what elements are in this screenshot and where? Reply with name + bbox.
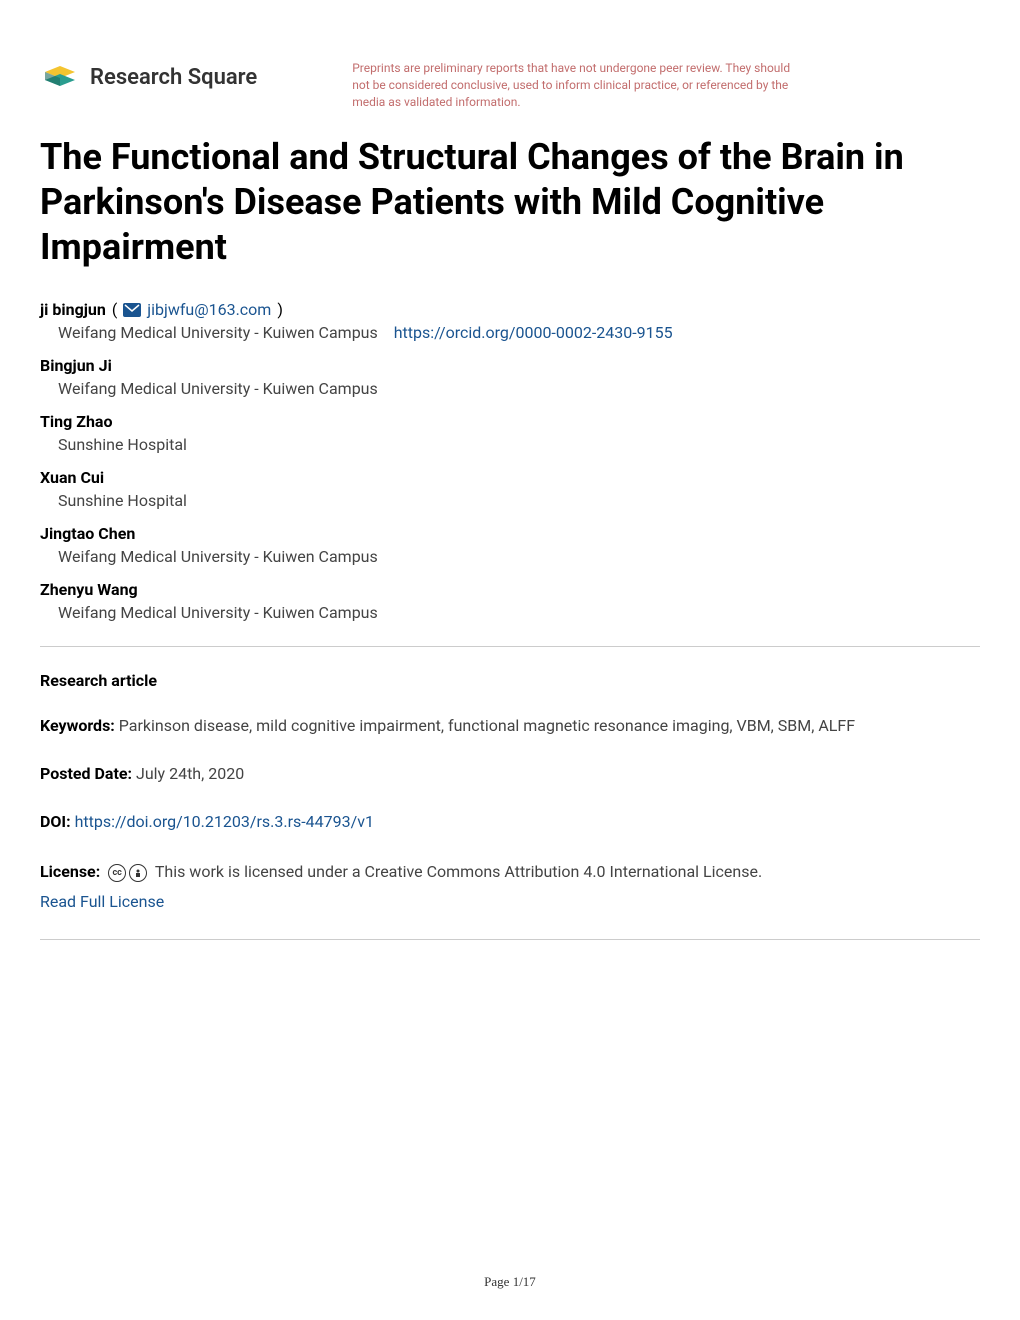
page-header: Research Square Preprints are preliminar… xyxy=(40,60,980,110)
author-block: Jingtao Chen Weifang Medical University … xyxy=(40,524,980,566)
research-square-logo-icon xyxy=(40,60,80,95)
author-name: ji bingjun ( jibjwfu@163.com ) xyxy=(40,300,980,319)
author-name: Zhenyu Wang xyxy=(40,580,980,599)
author-affiliation: Weifang Medical University - Kuiwen Camp… xyxy=(58,323,980,342)
doi-label: DOI: xyxy=(40,812,71,831)
author-affiliation: Weifang Medical University - Kuiwen Camp… xyxy=(58,547,980,566)
article-type: Research article xyxy=(40,671,980,690)
author-name: Ting Zhao xyxy=(40,412,980,431)
cc-icon: cc xyxy=(108,864,126,882)
author-block: Ting Zhao Sunshine Hospital xyxy=(40,412,980,454)
author-name: Jingtao Chen xyxy=(40,524,980,543)
article-title: The Functional and Structural Changes of… xyxy=(40,135,980,270)
author-name: Xuan Cui xyxy=(40,468,980,487)
posted-date-label: Posted Date: xyxy=(40,764,132,783)
cc-license-icons: cc xyxy=(108,864,147,882)
page-number: Page 1/17 xyxy=(484,1274,536,1290)
license-label: License: xyxy=(40,862,100,881)
email-icon xyxy=(123,303,141,317)
author-affiliation: Sunshine Hospital xyxy=(58,435,980,454)
doi-link[interactable]: https://doi.org/10.21203/rs.3.rs-44793/v… xyxy=(75,812,374,831)
author-block: Xuan Cui Sunshine Hospital xyxy=(40,468,980,510)
read-license-link[interactable]: Read Full License xyxy=(40,888,980,915)
corresponding-email-link[interactable]: jibjwfu@163.com xyxy=(147,300,271,319)
author-block: Bingjun Ji Weifang Medical University - … xyxy=(40,356,980,398)
preprint-disclaimer: Preprints are preliminary reports that h… xyxy=(352,60,792,110)
logo-section: Research Square xyxy=(40,60,257,95)
keywords-row: Keywords: Parkinson disease, mild cognit… xyxy=(40,714,980,738)
author-affiliation: Weifang Medical University - Kuiwen Camp… xyxy=(58,603,980,622)
keywords-label: Keywords: xyxy=(40,716,115,735)
posted-date-value: July 24th, 2020 xyxy=(136,764,244,783)
author-affiliation: Weifang Medical University - Kuiwen Camp… xyxy=(58,379,980,398)
doi-row: DOI: https://doi.org/10.21203/rs.3.rs-44… xyxy=(40,810,980,834)
orcid-link[interactable]: https://orcid.org/0000-0002-2430-9155 xyxy=(394,323,673,342)
license-text: This work is licensed under a Creative C… xyxy=(155,862,762,881)
author-name: Bingjun Ji xyxy=(40,356,980,375)
keywords-value: Parkinson disease, mild cognitive impair… xyxy=(119,716,855,735)
section-divider xyxy=(40,939,980,940)
license-row: License: cc This work is licensed under … xyxy=(40,858,980,914)
author-block: Zhenyu Wang Weifang Medical University -… xyxy=(40,580,980,622)
cc-by-icon xyxy=(129,864,147,882)
section-divider xyxy=(40,646,980,647)
author-affiliation: Sunshine Hospital xyxy=(58,491,980,510)
logo-text: Research Square xyxy=(90,65,257,90)
author-block-corresponding: ji bingjun ( jibjwfu@163.com ) Weifang M… xyxy=(40,300,980,342)
posted-date-row: Posted Date: July 24th, 2020 xyxy=(40,762,980,786)
